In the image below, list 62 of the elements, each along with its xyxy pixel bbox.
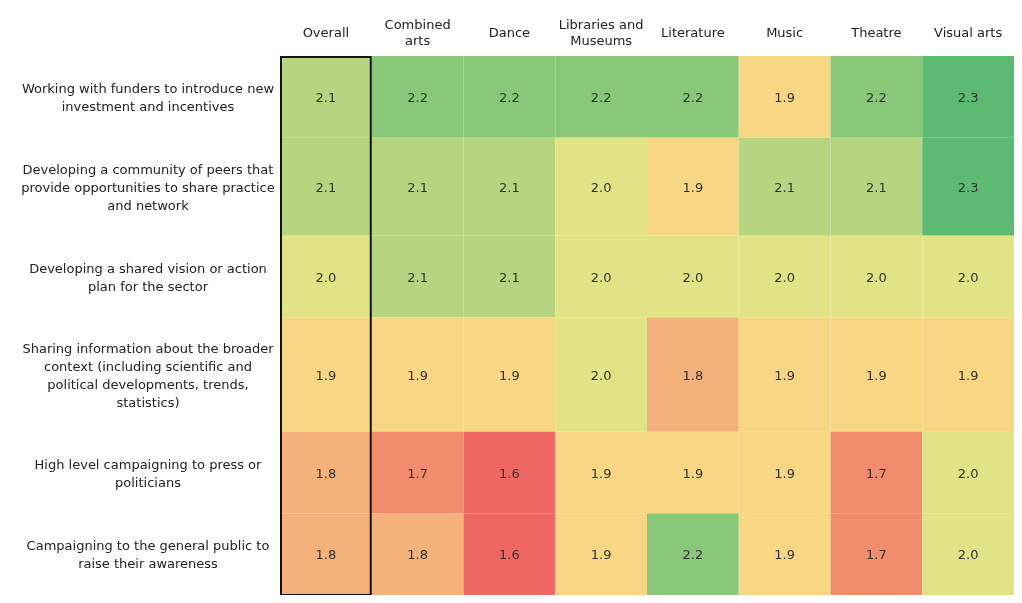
data-label: 1.8 — [315, 547, 337, 563]
data-label: 2.3 — [957, 89, 979, 105]
data-label: 1.9 — [957, 367, 979, 383]
data-label: 1.8 — [315, 465, 337, 481]
data-label: 1.6 — [499, 465, 520, 481]
x-tick-label: Theatre — [850, 25, 902, 40]
x-tick-label: Music — [766, 25, 804, 40]
data-label: 2.2 — [407, 89, 428, 105]
y-tick-label: Developing a shared vision or action plan for the sector — [29, 260, 267, 294]
data-label: 1.7 — [866, 547, 887, 563]
data-label: 2.1 — [315, 89, 337, 105]
y-tick-label: Working with funders to introduce new investment and incentives — [21, 80, 275, 114]
data-label: 2.0 — [866, 269, 887, 285]
data-label: 1.9 — [590, 547, 612, 563]
data-label: 2.0 — [590, 269, 612, 285]
data-label: 2.1 — [407, 179, 428, 195]
y-tick-label: Sharing information about the broader context (including scientific and political developments, trends, statistics) — [22, 340, 275, 410]
x-tick-label: Combined arts — [384, 17, 451, 48]
x-tick-label: Dance — [488, 25, 531, 40]
data-label: 1.9 — [774, 367, 795, 383]
y-tick-label: Developing a community of peers that provide opportunities to share practice and network — [21, 161, 275, 213]
data-label: 1.9 — [682, 465, 704, 481]
data-label: 1.9 — [499, 367, 520, 383]
data-label: 2.0 — [957, 465, 979, 481]
data-label: 2.0 — [315, 269, 337, 285]
data-label: 2.1 — [774, 179, 795, 195]
data-label: 2.2 — [682, 547, 704, 563]
data-label: 2.0 — [957, 547, 979, 563]
x-tick-label: Overall — [302, 25, 350, 40]
data-label: 2.2 — [499, 89, 520, 105]
data-label: 2.0 — [682, 269, 704, 285]
data-label: 2.0 — [957, 269, 979, 285]
data-label: 1.9 — [774, 465, 795, 481]
y-tick-label: Campaigning to the general public to raise their awareness — [26, 538, 270, 572]
data-label: 1.8 — [682, 367, 704, 383]
data-label: 2.0 — [774, 269, 795, 285]
data-label: 1.7 — [866, 465, 887, 481]
data-label: 2.1 — [315, 179, 337, 195]
data-label: 1.9 — [407, 367, 428, 383]
data-label: 1.9 — [590, 465, 612, 481]
data-label: 2.2 — [590, 89, 612, 105]
data-label: 1.6 — [499, 547, 520, 563]
data-label: 2.0 — [590, 179, 612, 195]
data-label: 2.3 — [957, 179, 979, 195]
y-tick-label: High level campaigning to press or politicians — [34, 456, 263, 490]
x-tick-label: Visual arts — [934, 25, 1003, 40]
x-tick-label: Libraries and Museums — [558, 17, 644, 48]
data-label: 1.9 — [774, 547, 795, 563]
data-label: 1.8 — [407, 547, 428, 563]
data-label: 1.9 — [315, 367, 337, 383]
data-label: 2.2 — [682, 89, 704, 105]
data-label: 1.9 — [682, 179, 704, 195]
data-label: 2.1 — [499, 269, 520, 285]
data-label: 1.7 — [407, 465, 428, 481]
data-label: 2.2 — [866, 89, 887, 105]
data-label: 2.0 — [590, 367, 612, 383]
data-label: 2.1 — [499, 179, 520, 195]
x-tick-label: Literature — [661, 25, 725, 40]
data-label: 2.1 — [866, 179, 887, 195]
data-label: 2.1 — [407, 269, 428, 285]
data-label: 1.9 — [774, 89, 795, 105]
data-label: 1.9 — [866, 367, 887, 383]
